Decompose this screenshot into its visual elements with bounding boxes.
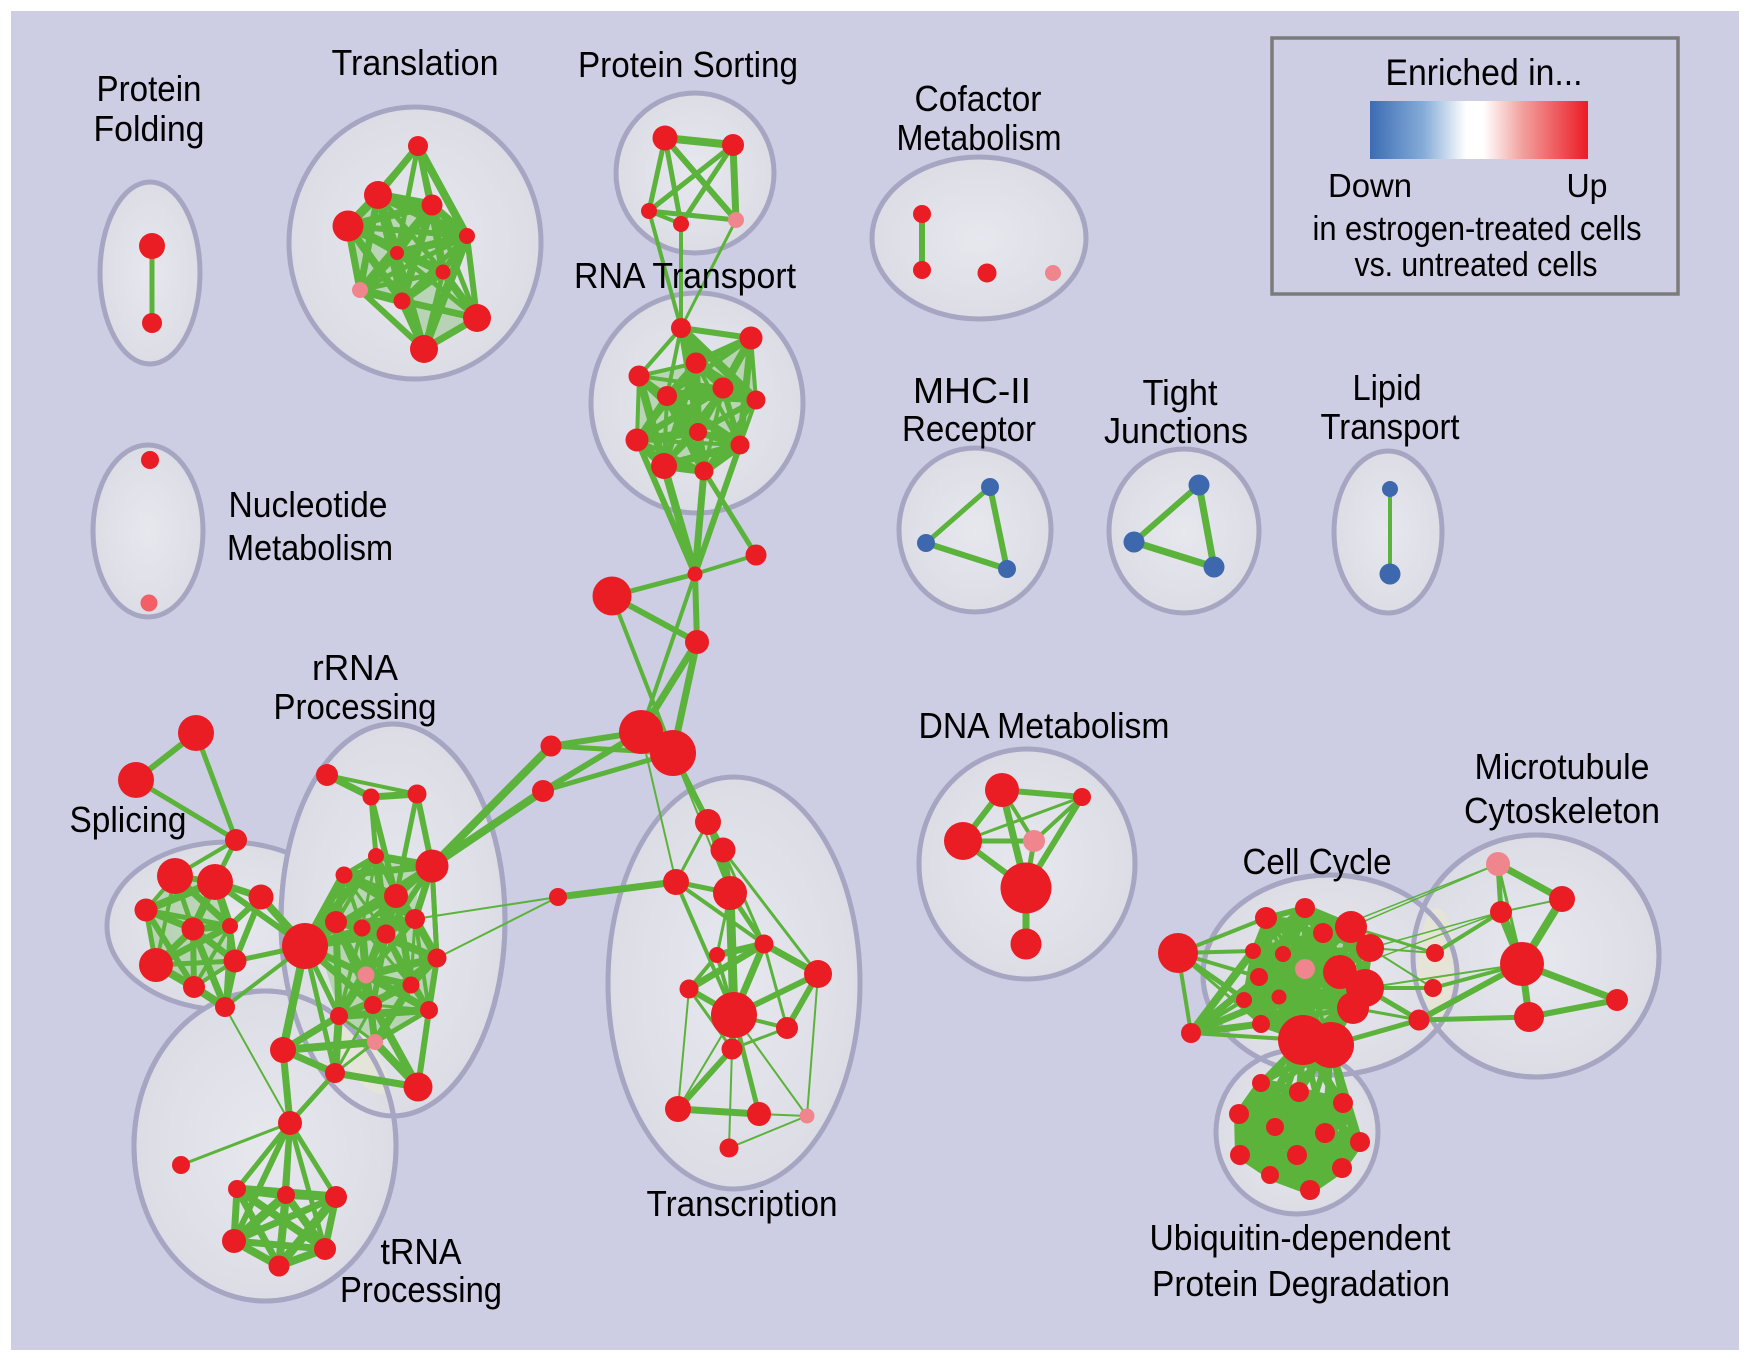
svg-text:rRNA: rRNA [312, 647, 398, 688]
svg-text:Folding: Folding [94, 108, 205, 149]
svg-text:Cofactor: Cofactor [915, 78, 1042, 119]
svg-text:Splicing: Splicing [70, 799, 187, 840]
svg-text:Nucleotide: Nucleotide [229, 484, 388, 525]
svg-text:Protein: Protein [97, 68, 202, 109]
svg-text:Protein Degradation: Protein Degradation [1152, 1263, 1450, 1304]
svg-text:in estrogen-treated cells: in estrogen-treated cells [1313, 210, 1642, 248]
svg-text:Transcription: Transcription [647, 1183, 838, 1224]
svg-text:Protein Sorting: Protein Sorting [578, 44, 798, 85]
svg-text:Enriched in...: Enriched in... [1386, 52, 1583, 93]
svg-text:Transport: Transport [1321, 406, 1460, 447]
svg-text:Receptor: Receptor [902, 408, 1036, 449]
svg-text:Metabolism: Metabolism [897, 117, 1062, 158]
svg-text:Metabolism: Metabolism [227, 527, 393, 568]
svg-text:Microtubule: Microtubule [1475, 746, 1650, 787]
svg-text:Down: Down [1328, 167, 1412, 204]
svg-text:Lipid: Lipid [1353, 367, 1422, 408]
svg-text:MHC-II: MHC-II [913, 370, 1031, 411]
svg-text:Up: Up [1567, 167, 1608, 204]
svg-text:Ubiquitin-dependent: Ubiquitin-dependent [1150, 1217, 1451, 1258]
svg-text:tRNA: tRNA [381, 1231, 462, 1272]
svg-text:RNA Transport: RNA Transport [574, 255, 796, 296]
svg-text:Junctions: Junctions [1104, 410, 1248, 451]
svg-text:Tight: Tight [1143, 372, 1218, 413]
svg-text:Processing: Processing [274, 686, 437, 727]
svg-text:DNA Metabolism: DNA Metabolism [919, 705, 1170, 746]
svg-text:Translation: Translation [332, 42, 499, 83]
svg-text:Cell Cycle: Cell Cycle [1243, 841, 1392, 882]
svg-text:vs. untreated cells: vs. untreated cells [1355, 246, 1598, 284]
svg-text:Processing: Processing [340, 1269, 502, 1310]
svg-text:Cytoskeleton: Cytoskeleton [1464, 790, 1660, 831]
